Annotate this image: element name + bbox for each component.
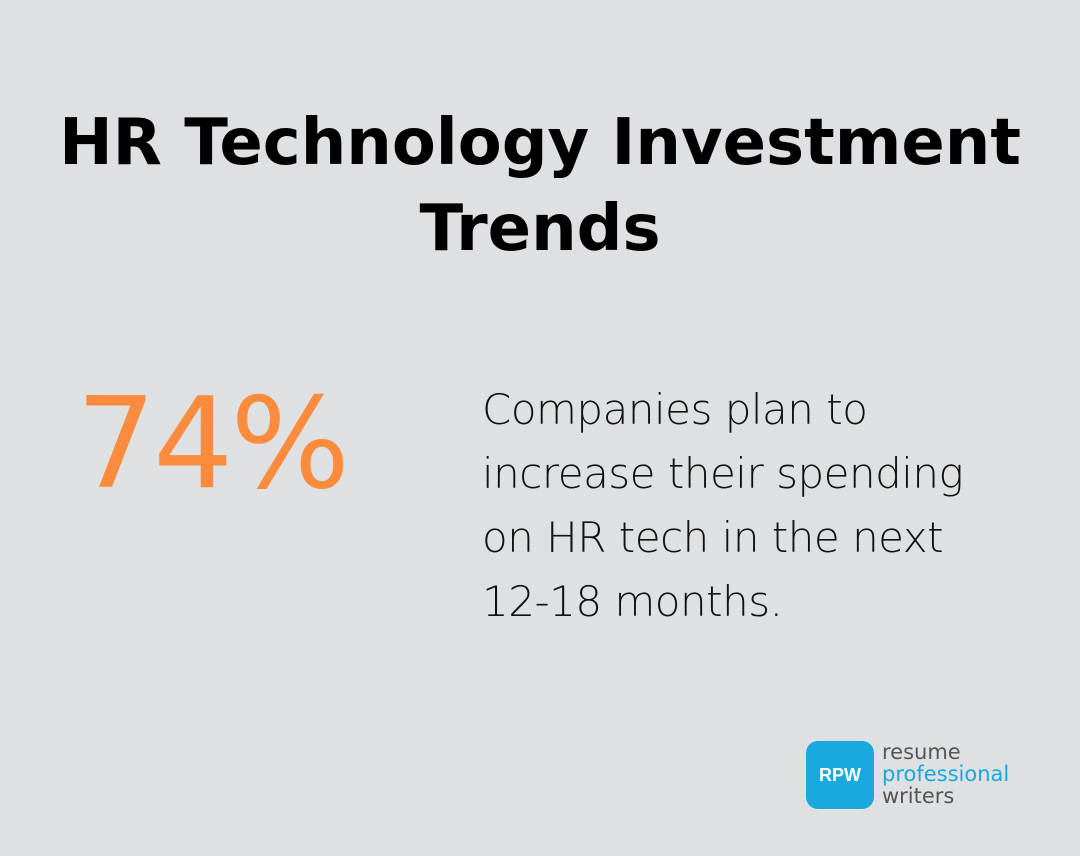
stat-description-line-4: 12-18 months. (482, 577, 783, 626)
logo-word-writers: writers (882, 784, 955, 808)
title-line-2: Trends (419, 192, 661, 266)
logo-wordmark: resume professional writers (882, 741, 1009, 807)
rpw-badge-icon: RPW (806, 741, 874, 809)
stat-percentage: 74% (76, 370, 350, 517)
logo-word-resume: resume (882, 740, 961, 764)
rpw-logo: RPW resume professional writers (806, 741, 1046, 813)
logo-word-professional: professional (882, 762, 1010, 786)
title-line-1: HR Technology Investment (59, 106, 1021, 180)
stat-description: Companies plan to increase their spendin… (482, 378, 1042, 634)
page-title: HR Technology Investment Trends (40, 100, 1040, 272)
stat-description-line-3: on HR tech in the next (482, 513, 944, 562)
stat-description-line-2: increase their spending (482, 449, 964, 498)
stat-description-line-1: Companies plan to (482, 385, 868, 434)
